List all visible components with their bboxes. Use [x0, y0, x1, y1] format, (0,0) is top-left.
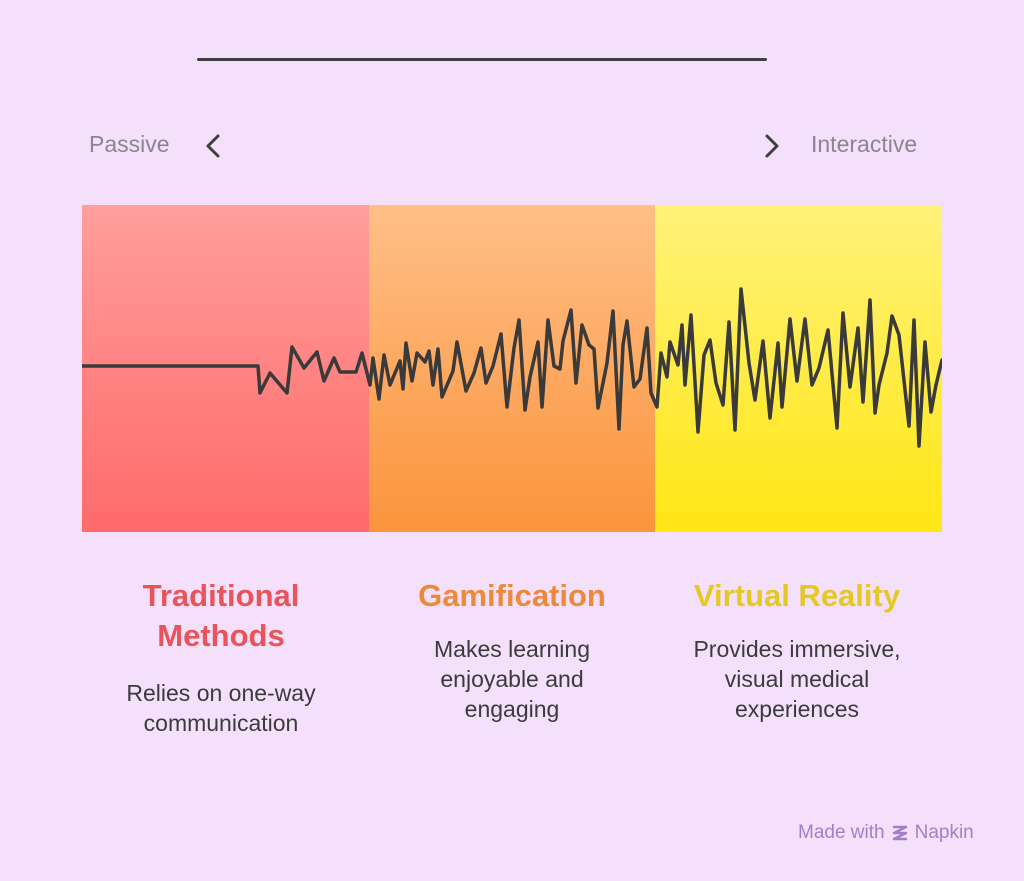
vr-desc-line2: visual medical	[724, 666, 870, 692]
traditional-desc-line1: Relies on one-way	[126, 680, 316, 706]
traditional-title-line1: Traditional	[142, 578, 300, 613]
segment-vr: Virtual Reality Provides immersive, visu…	[667, 576, 927, 724]
made-with-napkin-badge[interactable]: Made with Napkin	[798, 822, 974, 844]
gamification-desc-line3: engaging	[464, 696, 560, 722]
napkin-brand-text: Napkin	[914, 822, 974, 843]
napkin-logo-icon	[892, 825, 907, 841]
traditional-title-line2: Methods	[157, 618, 285, 653]
segment-gamification: Gamification Makes learning enjoyable an…	[382, 576, 642, 724]
interactive-label: Interactive	[811, 131, 918, 157]
passive-label: Passive	[89, 131, 170, 157]
made-with-text: Made with	[798, 822, 885, 843]
top-divider-line	[197, 58, 767, 61]
traditional-desc-line2: communication	[143, 710, 299, 736]
interactivity-spectrum-band	[82, 205, 942, 532]
vr-title: Virtual Reality	[693, 578, 901, 613]
gamification-title: Gamification	[418, 578, 606, 613]
gamification-desc-line2: enjoyable and	[440, 666, 584, 692]
segment-traditional-band	[82, 205, 369, 532]
vr-desc-line3: experiences	[734, 696, 860, 722]
chevron-left-icon	[206, 134, 220, 158]
segment-traditional: Traditional Methods Relies on one-way co…	[91, 576, 351, 738]
gamification-desc-line1: Makes learning	[434, 636, 590, 662]
signal-waveform	[82, 287, 942, 448]
chevron-right-icon	[765, 134, 779, 158]
vr-desc-line1: Provides immersive,	[693, 636, 901, 662]
